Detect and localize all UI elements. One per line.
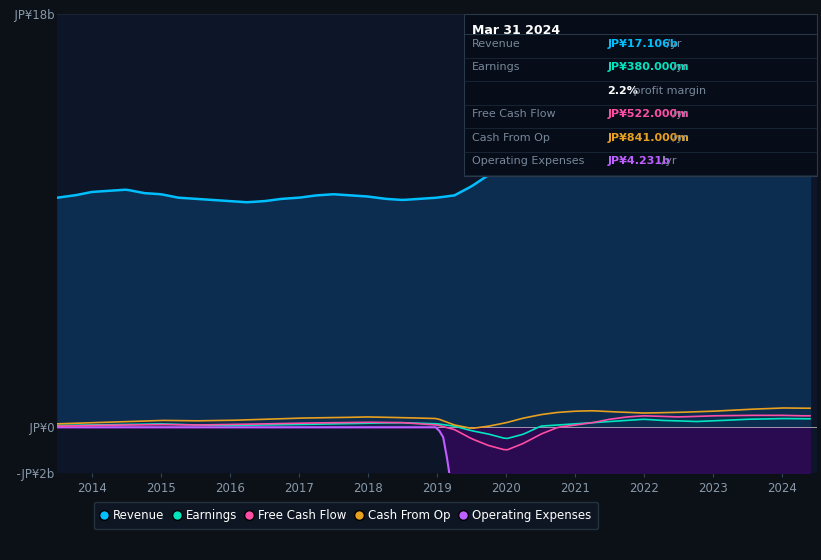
Text: Earnings: Earnings [472,62,521,72]
Text: Cash From Op: Cash From Op [472,133,550,143]
Text: 2.2%: 2.2% [608,86,639,96]
Text: JP¥17.106b: JP¥17.106b [608,39,678,49]
Text: /yr: /yr [658,156,677,166]
Legend: Revenue, Earnings, Free Cash Flow, Cash From Op, Operating Expenses: Revenue, Earnings, Free Cash Flow, Cash … [94,502,598,529]
Text: /yr: /yr [669,133,687,143]
Text: /yr: /yr [663,39,682,49]
Text: /yr: /yr [669,109,687,119]
Text: JP¥522.000m: JP¥522.000m [608,109,689,119]
Text: Mar 31 2024: Mar 31 2024 [472,24,560,37]
Text: JP¥380.000m: JP¥380.000m [608,62,689,72]
Text: JP¥841.000m: JP¥841.000m [608,133,690,143]
Text: Revenue: Revenue [472,39,521,49]
Text: JP¥4.231b: JP¥4.231b [608,156,671,166]
Text: Free Cash Flow: Free Cash Flow [472,109,556,119]
Text: profit margin: profit margin [630,86,706,96]
Text: Operating Expenses: Operating Expenses [472,156,585,166]
Text: /yr: /yr [669,62,687,72]
